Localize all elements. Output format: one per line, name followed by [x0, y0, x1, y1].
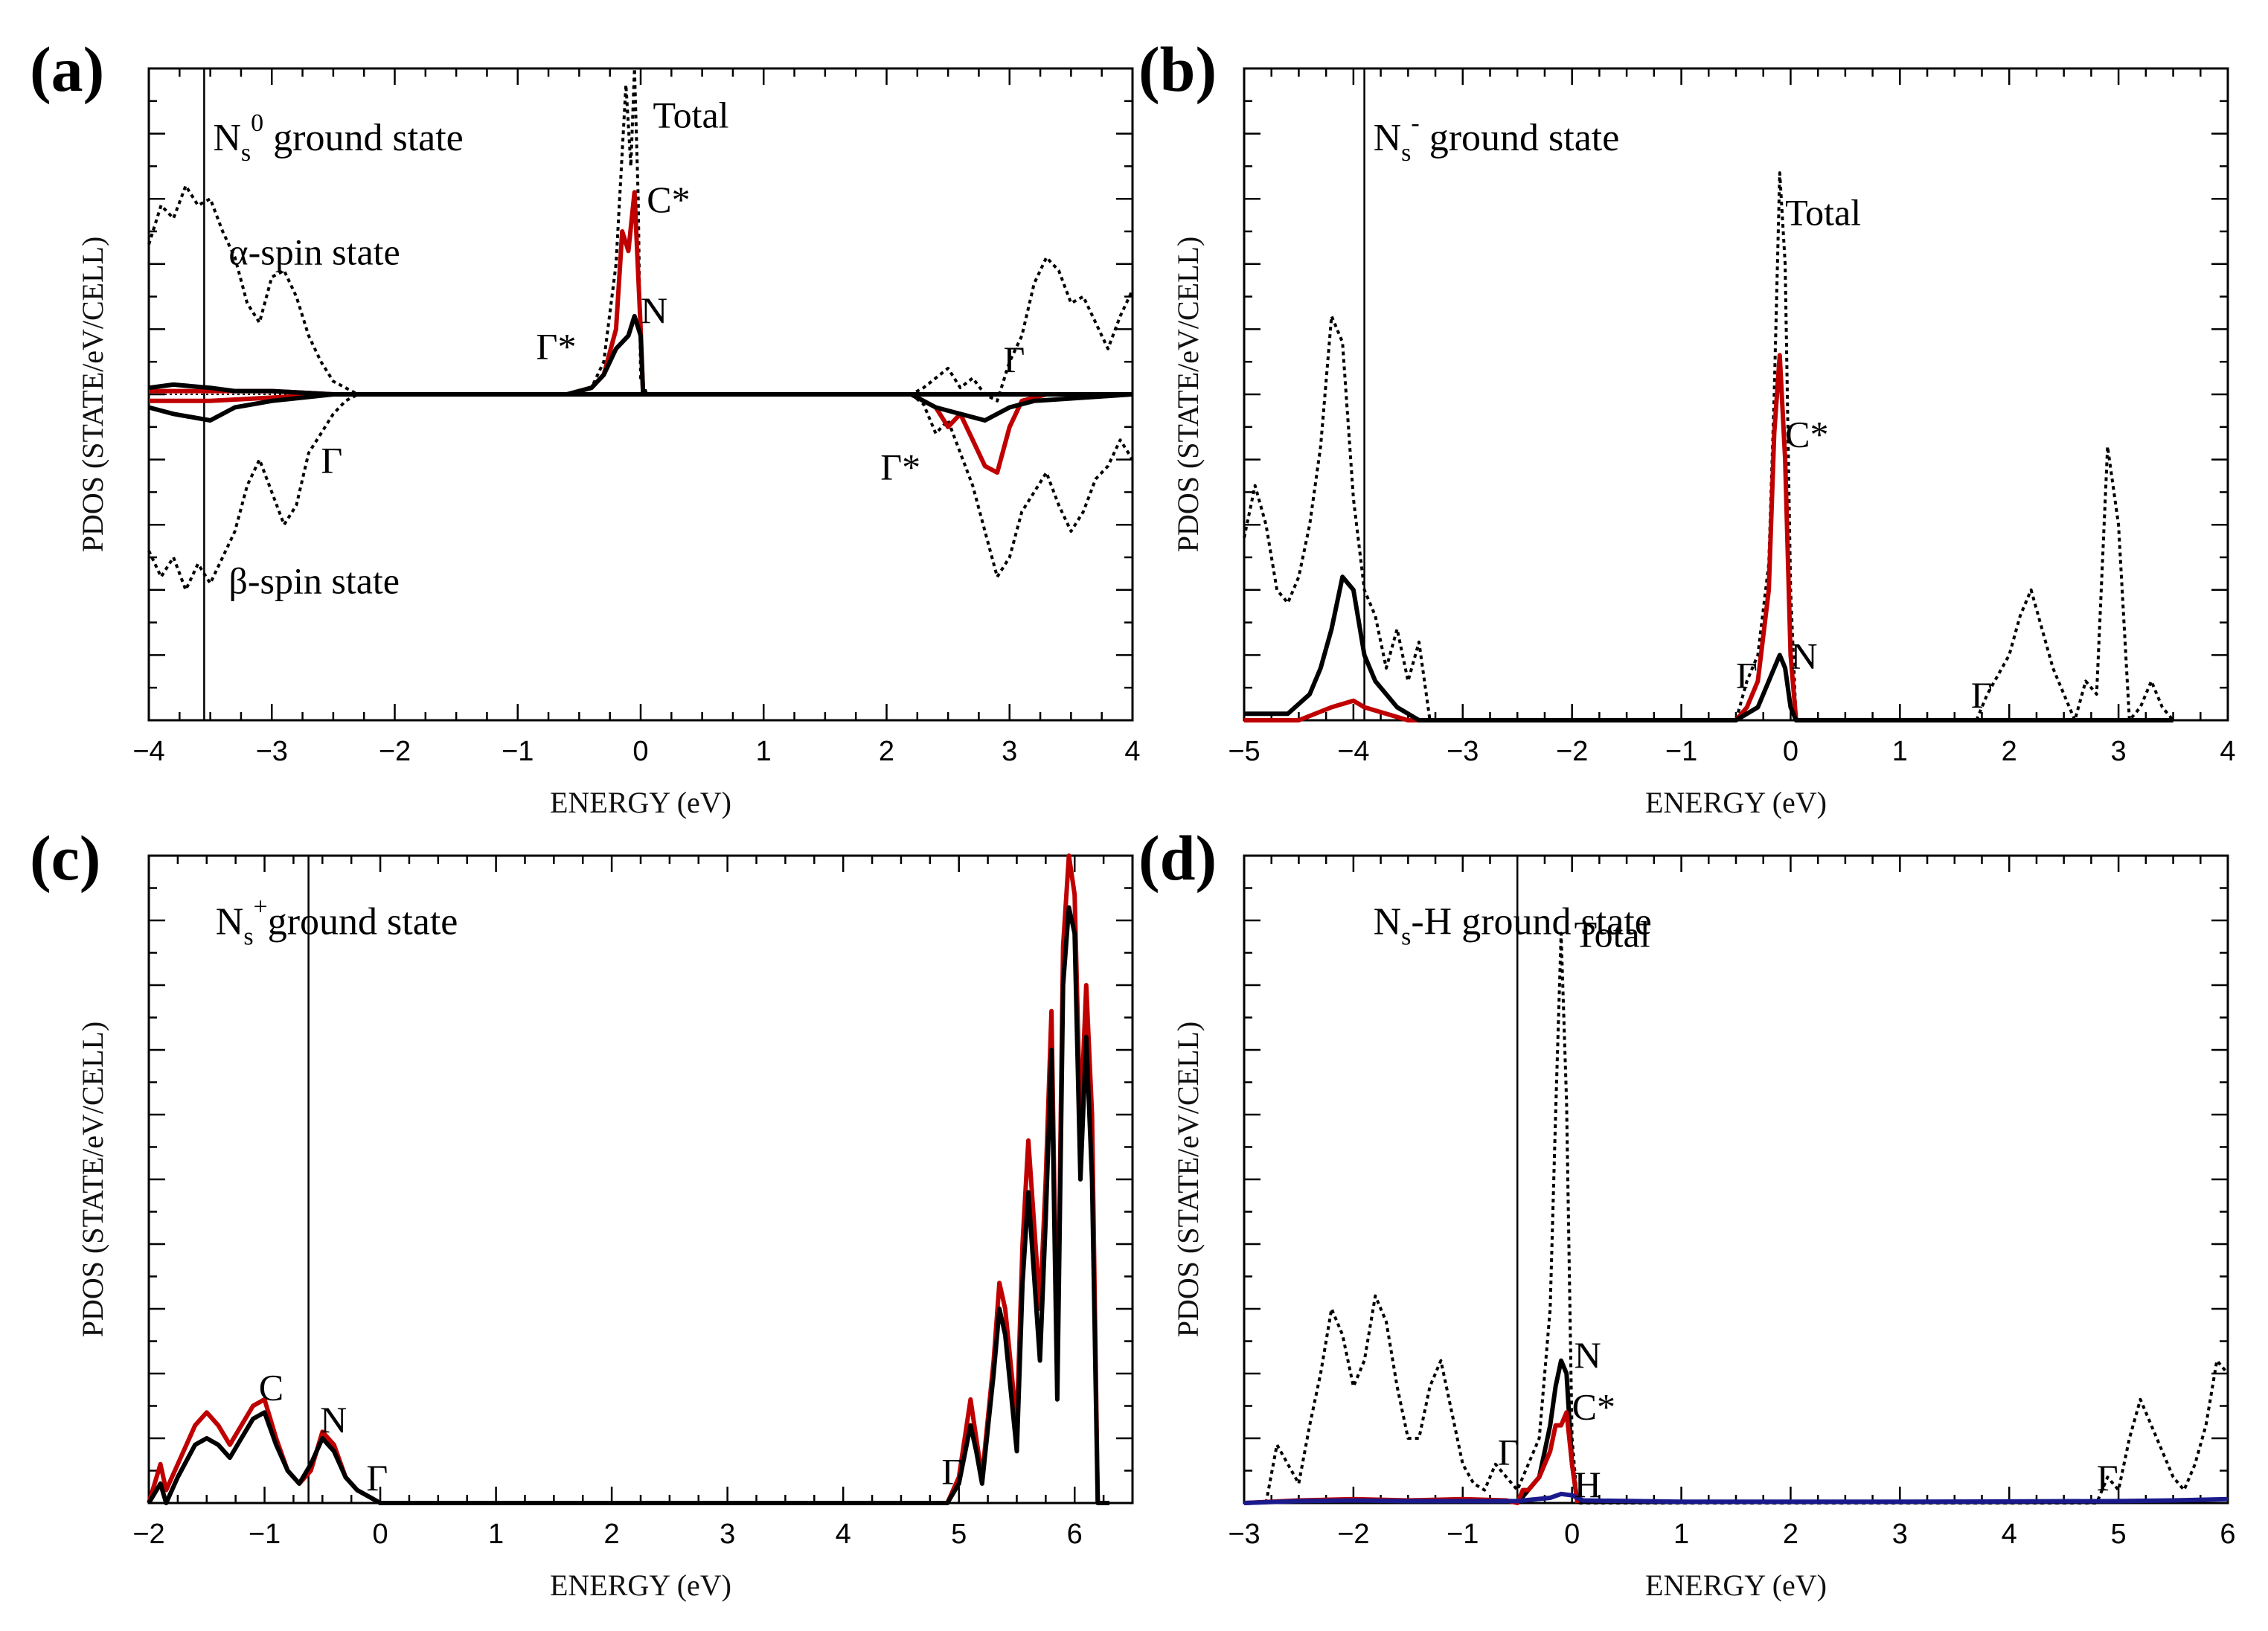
series-c-star	[1244, 353, 2174, 722]
annotation-label: Γ	[321, 440, 342, 481]
x-axis-label: ENERGY (eV)	[1645, 1568, 1827, 1602]
series-c	[147, 853, 1109, 1505]
annotation-label: C*	[1572, 1386, 1615, 1428]
x-tick-label: −2	[132, 1519, 164, 1550]
annotation-label: Γ	[366, 1457, 388, 1499]
series-c-star	[1243, 1410, 1580, 1505]
x-tick-label: −4	[1337, 736, 1369, 767]
x-tick-label: 0	[372, 1519, 388, 1550]
panel-letter: (d)	[1138, 822, 1217, 894]
panel-title: Ns-H ground state	[1374, 900, 1652, 950]
x-tick-label: −1	[1665, 736, 1697, 767]
x-tick-label: 6	[2220, 1519, 2235, 1550]
annotation-label: Γ	[1971, 674, 1993, 716]
panel-letter: (a)	[30, 33, 104, 105]
x-tick-label: 2	[879, 736, 894, 767]
x-tick-label: 4	[2220, 736, 2235, 767]
annotation-label: N	[1575, 1334, 1601, 1376]
x-tick-label: 4	[836, 1519, 851, 1550]
series-n	[147, 905, 1109, 1505]
x-tick-label: 3	[1892, 1519, 1908, 1550]
x-tick-label: 2	[604, 1519, 620, 1550]
annotation-label: C	[259, 1366, 284, 1408]
plot-frame	[147, 854, 1134, 1505]
annotation-label: C*	[1785, 414, 1828, 455]
y-axis-label: PDOS (STATE/eV/CELL)	[1171, 237, 1205, 553]
annotation-label: Total	[653, 94, 729, 135]
x-tick-label: −3	[1228, 1519, 1260, 1550]
x-tick-label: 0	[632, 736, 648, 767]
x-axis-label: ENERGY (eV)	[1645, 786, 1827, 819]
x-tick-label: 2	[1783, 1519, 1798, 1550]
plot-frame	[1243, 854, 2229, 1505]
annotation-label: Total	[1785, 192, 1861, 234]
x-tick-label: 3	[720, 1519, 735, 1550]
annotation-label: N	[320, 1399, 347, 1441]
x-tick-label: −2	[1556, 736, 1588, 767]
y-axis-label: PDOS (STATE/eV/CELL)	[1171, 1022, 1205, 1338]
series-total	[147, 67, 1134, 403]
series-n-beta	[148, 392, 1133, 423]
series-total	[1264, 932, 2229, 1505]
series-n	[1244, 574, 2174, 722]
series-c-star-beta	[149, 392, 1133, 475]
x-tick-label: 2	[2002, 736, 2017, 767]
x-tick-label: 1	[488, 1519, 504, 1550]
x-tick-label: −1	[249, 1519, 281, 1550]
x-tick-label: 3	[2111, 736, 2127, 767]
x-tick-label: 6	[1067, 1519, 1083, 1550]
panel-a: (a) −4 −3 −2 −1 0 1 2 3 4 ENERGY (eV) PDOS (STATE/e…	[30, 33, 1141, 819]
x-axis-label: ENERGY (eV)	[550, 1568, 731, 1602]
annotation-label: Γ*	[536, 325, 577, 367]
x-tick-label: 0	[1783, 736, 1798, 767]
x-tick-label: 1	[756, 736, 772, 767]
annotation-label: Γ*	[880, 446, 920, 487]
annotation-label: Total	[1575, 913, 1650, 955]
x-tick-label: −1	[502, 736, 534, 767]
annotation-label: H	[1575, 1464, 1601, 1505]
y-axis-label: PDOS (STATE/eV/CELL)	[76, 237, 109, 553]
x-tick-label: −2	[1337, 1519, 1369, 1550]
annotation-label: Γ	[1736, 655, 1758, 696]
series-n	[148, 313, 1133, 397]
y-axis-label: PDOS (STATE/eV/CELL)	[76, 1022, 109, 1338]
plot-frame	[1243, 67, 2229, 722]
x-tick-label: −3	[1447, 736, 1479, 767]
x-tick-label: −5	[1228, 736, 1260, 767]
x-axis-label: ENERGY (eV)	[550, 786, 731, 819]
x-tick-label: 4	[2002, 1519, 2017, 1550]
x-tick-label: 0	[1564, 1519, 1580, 1550]
annotation-label: Γ	[941, 1451, 963, 1493]
panel-letter: (c)	[30, 822, 100, 894]
x-tick-label: −3	[256, 736, 288, 767]
x-tick-label: −2	[379, 736, 411, 767]
panel-letter: (b)	[1138, 33, 1217, 105]
panel-title: Ns0 ground state	[213, 109, 463, 167]
annotation-label: Γ	[1003, 339, 1025, 380]
annotation-label: Γ	[2097, 1457, 2118, 1499]
annotation-label: β-spin state	[228, 560, 400, 602]
x-tick-label: 3	[1002, 736, 1017, 767]
annotation-label: C*	[647, 179, 690, 220]
x-tick-label: 5	[951, 1519, 967, 1550]
annotation-label: α-spin state	[228, 231, 400, 272]
x-tick-label: −4	[132, 736, 164, 767]
x-tick-label: 1	[1673, 1519, 1689, 1550]
annotation-label: N	[641, 289, 667, 331]
x-tick-label: 4	[1124, 736, 1140, 767]
panel-title: Ns+ground state	[216, 893, 458, 950]
series-h	[1243, 1491, 2229, 1505]
x-tick-label: 1	[1892, 736, 1908, 767]
panel-d: (d) −3 −2 −1 0 1 2 3 4 5 6 ENERGY (eV) PDOS (STATE/e…	[1138, 822, 2236, 1602]
series-total	[1243, 171, 2175, 722]
annotation-label: Γ	[1498, 1431, 1519, 1473]
x-tick-label: 5	[2111, 1519, 2127, 1550]
panel-b: (b) −5 −4 −3 −2 −1 0 1 2 3 4 ENERGY (eV) PDOS (STATE…	[1138, 33, 2236, 819]
annotation-label: N	[1790, 635, 1817, 676]
panel-title: Ns- ground state	[1374, 109, 1620, 167]
panel-c: (c) −2 −1 0 1 2 3 4 5 6 ENERGY (eV) PDOS (STATE/eV/…	[30, 822, 1134, 1602]
x-tick-label: −1	[1447, 1519, 1479, 1550]
